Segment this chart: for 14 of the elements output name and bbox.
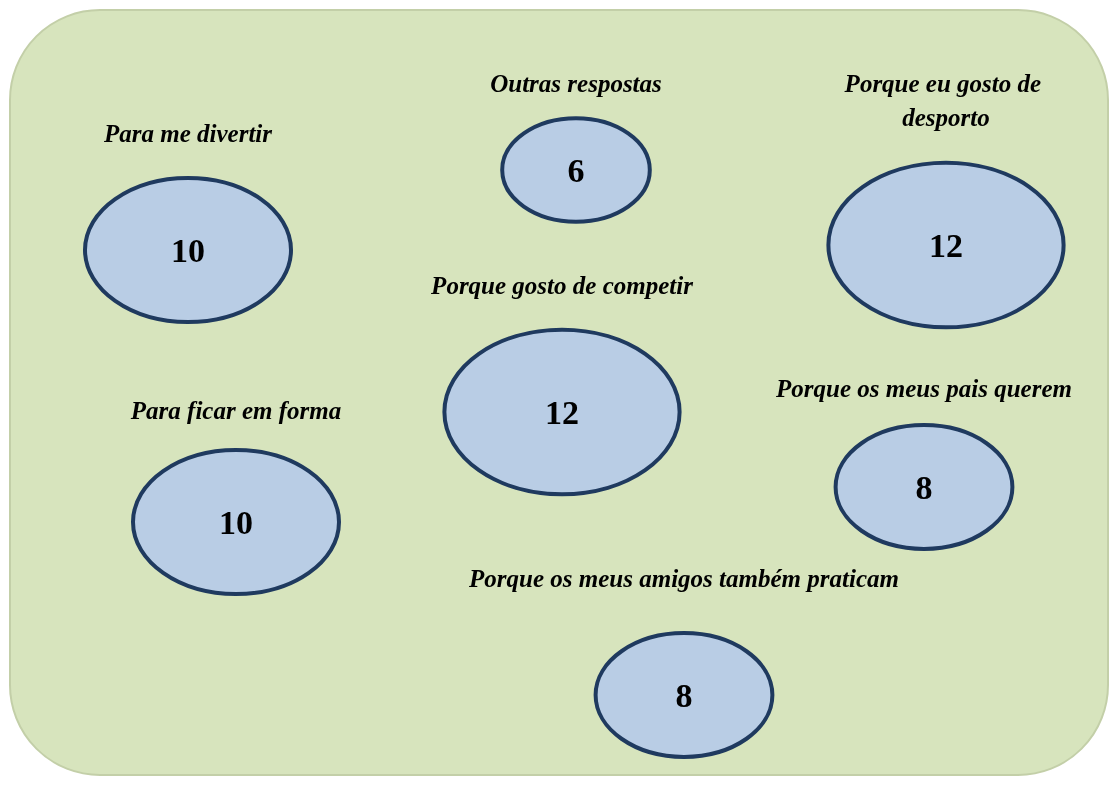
category-label: Outras respostas [490,69,662,97]
data-label: 6 [567,151,585,189]
category-label: Para me divertir [102,119,273,147]
data-label: 12 [929,226,963,264]
category-label: Porque gosto de competir [430,271,694,299]
category-label: Porque eu gosto de desporto [843,69,1048,131]
data-label: 10 [171,231,205,269]
category-label: Porque os meus pais querem [775,374,1072,402]
data-label: 12 [545,393,579,431]
data-label: 8 [675,676,693,714]
category-label: Porque os meus amigos também praticam [468,564,899,592]
data-label: 8 [915,468,933,506]
data-label: 10 [219,503,253,541]
category-label: Para ficar em forma [129,396,342,424]
